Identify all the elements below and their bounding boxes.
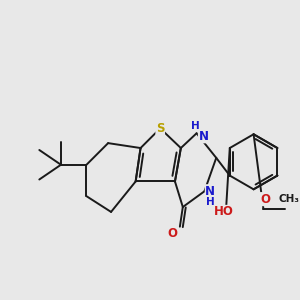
Text: N: N (205, 185, 215, 198)
Text: HO: HO (214, 206, 234, 218)
Text: CH₃: CH₃ (278, 194, 299, 204)
Text: O: O (260, 193, 270, 206)
Text: H: H (206, 197, 215, 207)
Text: H: H (191, 122, 200, 131)
Text: O: O (167, 227, 177, 240)
Text: S: S (156, 122, 164, 135)
Text: N: N (199, 130, 208, 143)
